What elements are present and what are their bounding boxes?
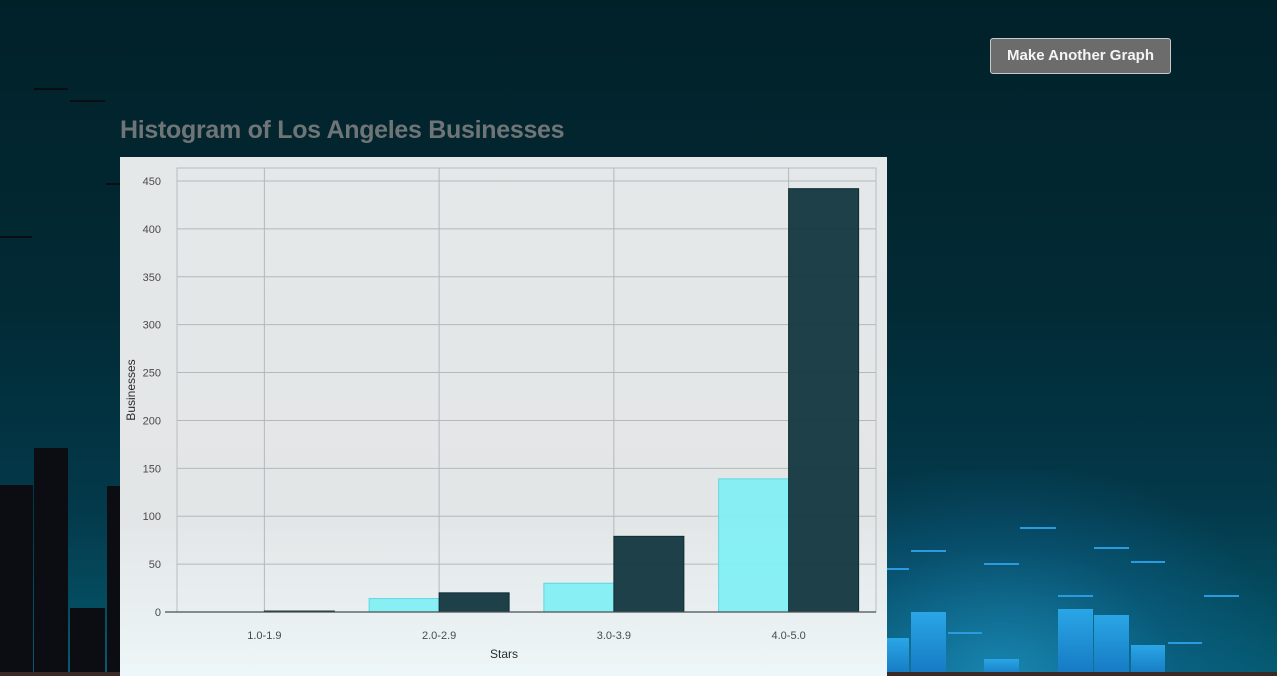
histogram-chart: 0 50 100 150 200 250 300 350 400 450 1.0-1.9 2.0-2.… (124, 167, 877, 661)
make-another-graph-button[interactable]: Make Another Graph (990, 38, 1171, 74)
y-tick-label: 350 (143, 272, 161, 284)
bar (613, 535, 685, 613)
background-line (34, 88, 68, 90)
y-tick-label: 300 (143, 320, 161, 332)
bar (368, 598, 440, 613)
bars (263, 188, 860, 613)
background-line (0, 236, 32, 238)
background-building (911, 612, 946, 676)
background-line (1058, 595, 1093, 597)
background-building (34, 448, 68, 676)
background-line (1131, 561, 1165, 563)
y-tick-label: 0 (155, 607, 161, 619)
background-building (984, 659, 1019, 676)
bar (438, 592, 510, 613)
y-axis-title: Businesses (124, 359, 138, 420)
background-building (107, 486, 120, 676)
bar (543, 582, 615, 613)
background-building (1058, 609, 1093, 676)
x-tick-label: 3.0-3.9 (597, 630, 631, 642)
bar (788, 188, 860, 613)
y-tick-label: 50 (149, 559, 161, 571)
y-tick-label: 250 (143, 368, 161, 380)
background-line (911, 550, 946, 552)
background-building (1094, 615, 1129, 676)
grid-lines (176, 167, 877, 613)
background-line (70, 100, 105, 102)
y-tick-label: 100 (143, 511, 161, 523)
y-tick-label: 200 (143, 415, 161, 427)
background-line (1020, 527, 1056, 529)
tick-labels: 0 50 100 150 200 250 300 350 400 450 1.0-1.9 2.0-2.… (143, 176, 806, 642)
y-tick-label: 400 (143, 224, 161, 236)
background-glow (820, 470, 1277, 676)
chart-panel: 0 50 100 150 200 250 300 350 400 450 1.0-1.9 2.0-2.… (120, 157, 887, 676)
background-line (1168, 642, 1202, 644)
x-tick-label: 4.0-5.0 (772, 630, 806, 642)
x-axis-title: Stars (490, 647, 518, 661)
background-line (887, 568, 909, 570)
background-building (1131, 645, 1165, 676)
x-tick-label: 1.0-1.9 (247, 630, 281, 642)
bar (718, 478, 790, 613)
background-building (887, 638, 909, 676)
background-line (106, 183, 120, 185)
y-tick-label: 450 (143, 176, 161, 188)
background-line (1204, 595, 1239, 597)
background-line (948, 632, 982, 634)
background-building (70, 608, 105, 676)
background-building (0, 485, 33, 676)
background-line (1094, 547, 1129, 549)
background-line (984, 563, 1019, 565)
page-title: Histogram of Los Angeles Businesses (120, 116, 565, 144)
y-tick-label: 150 (143, 463, 161, 475)
x-tick-label: 2.0-2.9 (422, 630, 456, 642)
